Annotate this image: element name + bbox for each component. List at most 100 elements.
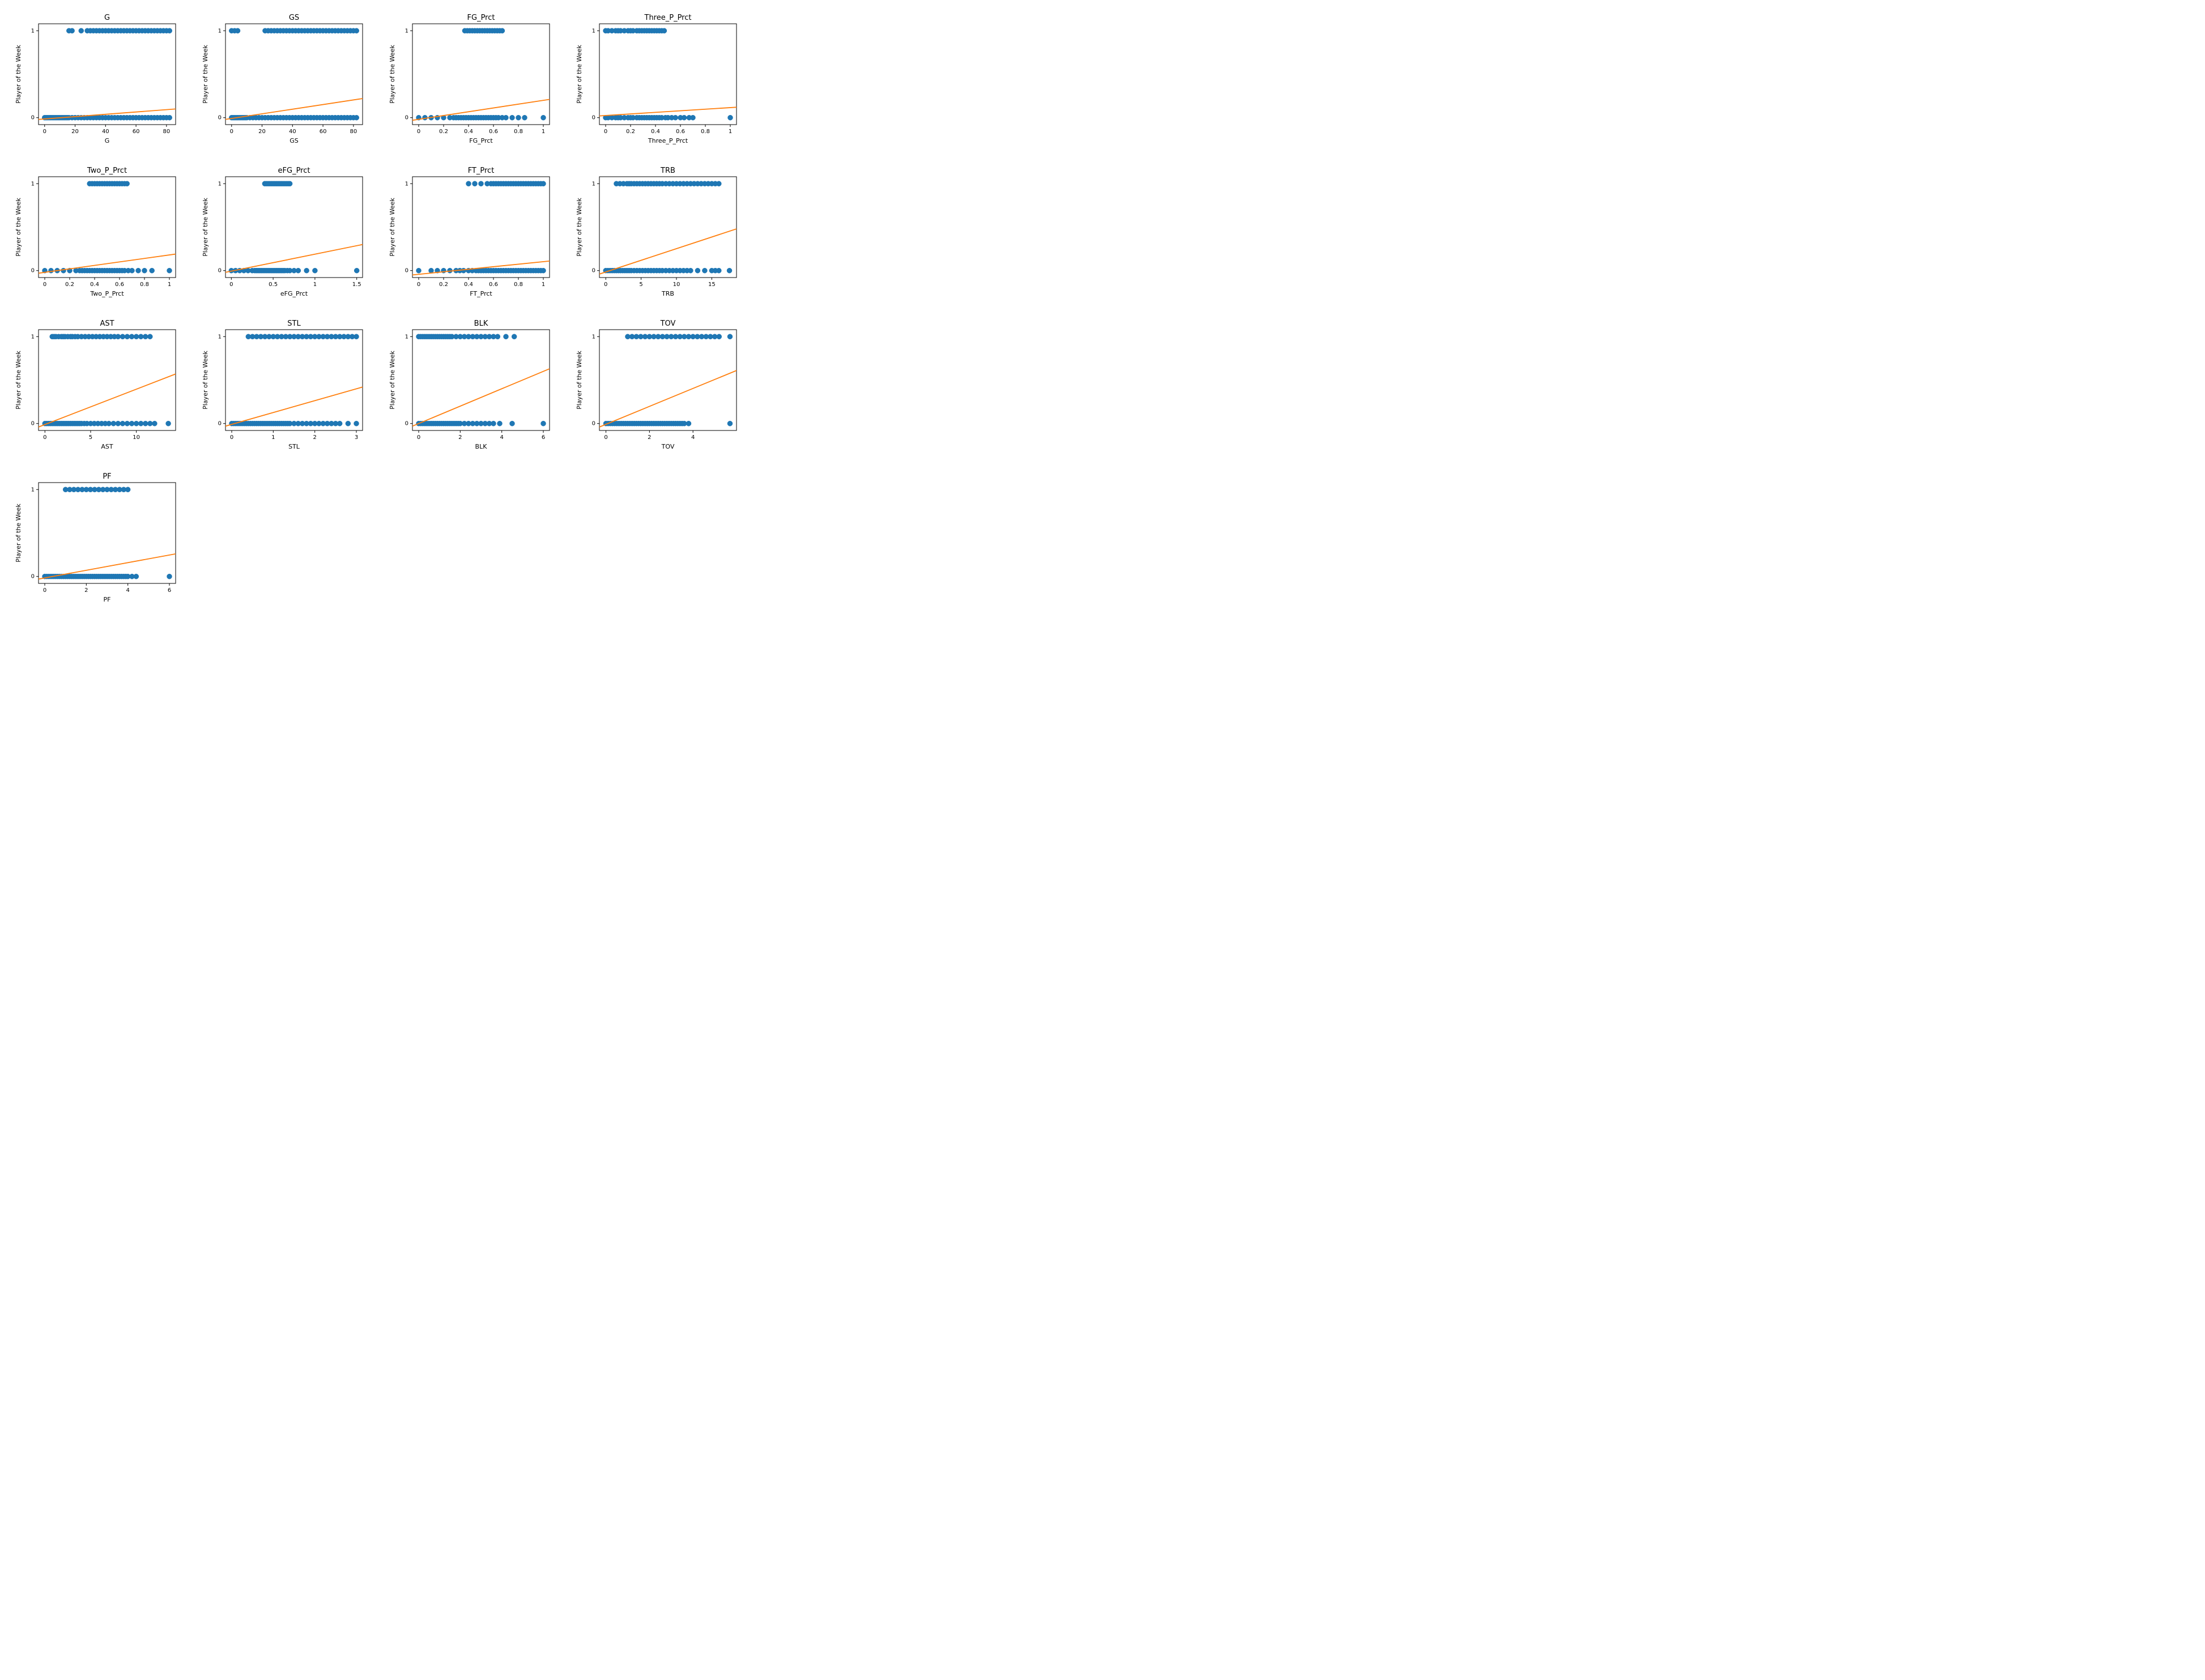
x-tick-label: 0 — [604, 282, 607, 288]
x-tick-label: 0.4 — [464, 282, 473, 288]
data-point — [354, 268, 359, 273]
panel-title: PF — [103, 472, 111, 481]
x-tick-label: 1 — [729, 129, 732, 135]
y-axis-label: Player of the Week — [15, 504, 22, 562]
data-point — [129, 334, 134, 339]
data-point — [167, 115, 172, 120]
x-tick-label: 0.4 — [651, 129, 660, 135]
y-tick-label: 0 — [592, 268, 595, 274]
x-tick-label: 6 — [168, 587, 171, 594]
data-point — [143, 334, 148, 339]
y-tick-label: 0 — [218, 268, 222, 274]
data-point — [510, 115, 515, 120]
y-tick-label: 1 — [405, 28, 408, 34]
y-tick-label: 0 — [405, 421, 408, 427]
chart-grid: G020406080G01Player of the WeekGS0204060… — [11, 11, 725, 606]
plot-frame — [412, 177, 550, 278]
data-point — [337, 421, 342, 426]
x-tick-label: 60 — [320, 129, 327, 135]
data-point — [510, 421, 515, 426]
x-tick-label: 0 — [417, 434, 420, 441]
x-tick-label: 0 — [43, 282, 46, 288]
y-axis-label: Player of the Week — [389, 351, 396, 410]
x-axis-label: TRB — [661, 290, 674, 297]
data-point — [354, 334, 359, 339]
data-point — [235, 28, 240, 33]
x-tick-label: 4 — [500, 434, 503, 441]
x-tick-label: 80 — [350, 129, 357, 135]
data-point — [512, 334, 517, 339]
chart-panel: G020406080G01Player of the Week — [11, 11, 181, 147]
x-tick-label: 0.4 — [90, 282, 99, 288]
data-point — [138, 334, 143, 339]
data-point — [143, 421, 148, 426]
x-tick-label: 0.4 — [464, 129, 473, 135]
data-point — [134, 574, 139, 579]
y-axis-label: Player of the Week — [202, 198, 209, 257]
y-tick-label: 0 — [31, 421, 35, 427]
x-tick-label: 0.8 — [140, 282, 149, 288]
data-point — [727, 421, 733, 426]
x-tick-label: 5 — [639, 282, 642, 288]
data-point — [541, 421, 546, 426]
y-axis-label: Player of the Week — [576, 351, 583, 410]
data-point — [147, 334, 152, 339]
y-tick-label: 0 — [405, 115, 408, 121]
x-tick-label: 0 — [43, 434, 46, 441]
data-point — [354, 421, 359, 426]
data-point — [125, 421, 130, 426]
y-axis-label: Player of the Week — [15, 198, 22, 257]
x-axis-label: AST — [101, 443, 113, 450]
panel-title: STL — [287, 319, 301, 328]
x-tick-label: 0 — [604, 434, 607, 441]
y-axis-label: Player of the Week — [576, 198, 583, 257]
data-point — [304, 268, 309, 273]
y-tick-label: 0 — [31, 574, 35, 580]
x-axis-label: FT_Prct — [470, 290, 492, 297]
data-point — [125, 334, 130, 339]
chart-panel: AST0510AST01Player of the Week — [11, 317, 181, 453]
x-tick-label: 0 — [229, 282, 233, 288]
x-axis-label: STL — [288, 443, 300, 450]
y-tick-label: 1 — [31, 487, 35, 493]
data-point — [136, 268, 141, 273]
chart-panel: PF0246PF01Player of the Week — [11, 470, 181, 606]
data-point — [495, 334, 500, 339]
data-point — [479, 181, 484, 186]
panel-title: AST — [100, 319, 114, 328]
data-point — [120, 421, 125, 426]
data-point — [717, 334, 722, 339]
x-axis-label: Two_P_Prct — [90, 290, 124, 297]
data-point — [296, 268, 301, 273]
panel-title: eFG_Prct — [278, 167, 310, 175]
data-point — [130, 268, 135, 273]
data-point — [116, 334, 121, 339]
x-tick-label: 0.6 — [676, 129, 685, 135]
x-tick-label: 0.2 — [439, 129, 448, 135]
data-point — [541, 268, 546, 273]
plot-frame — [599, 177, 737, 278]
x-tick-label: 40 — [102, 129, 109, 135]
x-tick-label: 1 — [542, 282, 545, 288]
data-point — [716, 181, 721, 186]
y-tick-label: 1 — [218, 28, 222, 34]
panel-title: FG_Prct — [467, 14, 495, 22]
data-point — [49, 268, 54, 273]
data-point — [167, 268, 172, 273]
x-tick-label: 6 — [542, 434, 545, 441]
chart-panel: TRB051015TRB01Player of the Week — [572, 164, 742, 300]
x-tick-label: 0.2 — [439, 282, 448, 288]
x-tick-label: 4 — [691, 434, 695, 441]
chart-panel: eFG_Prct00.511.5eFG_Prct01Player of the … — [198, 164, 368, 300]
x-axis-label: eFG_Prct — [280, 290, 308, 297]
plot-frame — [39, 24, 176, 125]
x-axis-label: TOV — [661, 443, 675, 450]
data-point — [516, 115, 521, 120]
data-point — [541, 115, 546, 120]
x-tick-label: 0 — [43, 129, 46, 135]
x-tick-label: 0 — [417, 282, 420, 288]
y-tick-label: 1 — [31, 334, 35, 340]
y-tick-label: 0 — [405, 268, 408, 274]
data-point — [150, 268, 155, 273]
x-axis-label: Three_P_Prct — [648, 137, 688, 144]
